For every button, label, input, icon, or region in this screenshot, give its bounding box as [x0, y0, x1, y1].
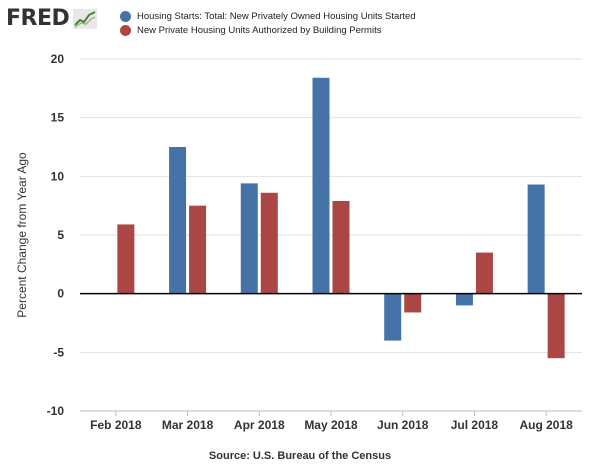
bar-building-permits — [404, 293, 422, 313]
y-tick-label: -5 — [53, 345, 64, 359]
source-note: Source: U.S. Bureau of the Census — [208, 450, 392, 462]
x-tick-label: Aug 2018 — [519, 418, 573, 432]
y-tick-label: 0 — [57, 287, 64, 301]
trend-line-graph-icon — [73, 8, 98, 29]
bar-housing-starts — [527, 184, 545, 294]
logo-text: FRED — [6, 6, 70, 31]
y-tick-label: 5 — [57, 228, 64, 242]
legend-swatch-red — [120, 24, 131, 36]
bar-housing-starts — [455, 293, 473, 306]
bar-building-permits — [260, 192, 278, 294]
legend-label: New Private Housing Units Authorized by … — [137, 24, 382, 36]
y-tick-label: 10 — [51, 169, 65, 183]
x-tick-label: Apr 2018 — [234, 418, 285, 432]
bar-building-permits — [547, 293, 565, 359]
bar-housing-starts — [312, 77, 330, 294]
chart-header: FRED Housing Starts: Total: New Privatel… — [0, 0, 600, 44]
legend-label: Housing Starts: Total: New Privately Own… — [137, 10, 416, 22]
legend-item-housing-starts[interactable]: Housing Starts: Total: New Privately Own… — [120, 9, 416, 23]
bar-building-permits — [189, 205, 207, 294]
y-axis-label: Percent Change from Year Ago — [15, 152, 29, 318]
chart-legend: Housing Starts: Total: New Privately Own… — [120, 9, 416, 37]
y-tick-label: 15 — [51, 111, 65, 125]
x-tick-label: Jun 2018 — [377, 418, 429, 432]
bar-housing-starts — [169, 147, 187, 294]
y-tick-label: -10 — [47, 404, 65, 418]
x-tick-label: Jul 2018 — [451, 418, 499, 432]
x-tick-label: Feb 2018 — [90, 418, 142, 432]
bar-building-permits — [475, 252, 493, 294]
x-tick-label: Mar 2018 — [162, 418, 214, 432]
fred-logo[interactable]: FRED — [6, 6, 98, 31]
bar-chart: 20 15 10 5 0 -5 -10 Percent Change from Year Ag… — [15, 52, 582, 432]
bar-building-permits — [117, 224, 135, 294]
x-tick-label: May 2018 — [304, 418, 358, 432]
legend-swatch-blue — [120, 10, 131, 22]
bar-housing-starts — [240, 183, 258, 294]
bar-building-permits — [332, 200, 350, 294]
y-tick-label: 20 — [51, 52, 65, 66]
legend-item-building-permits[interactable]: New Private Housing Units Authorized by … — [120, 23, 416, 37]
bar-housing-starts — [384, 293, 402, 341]
